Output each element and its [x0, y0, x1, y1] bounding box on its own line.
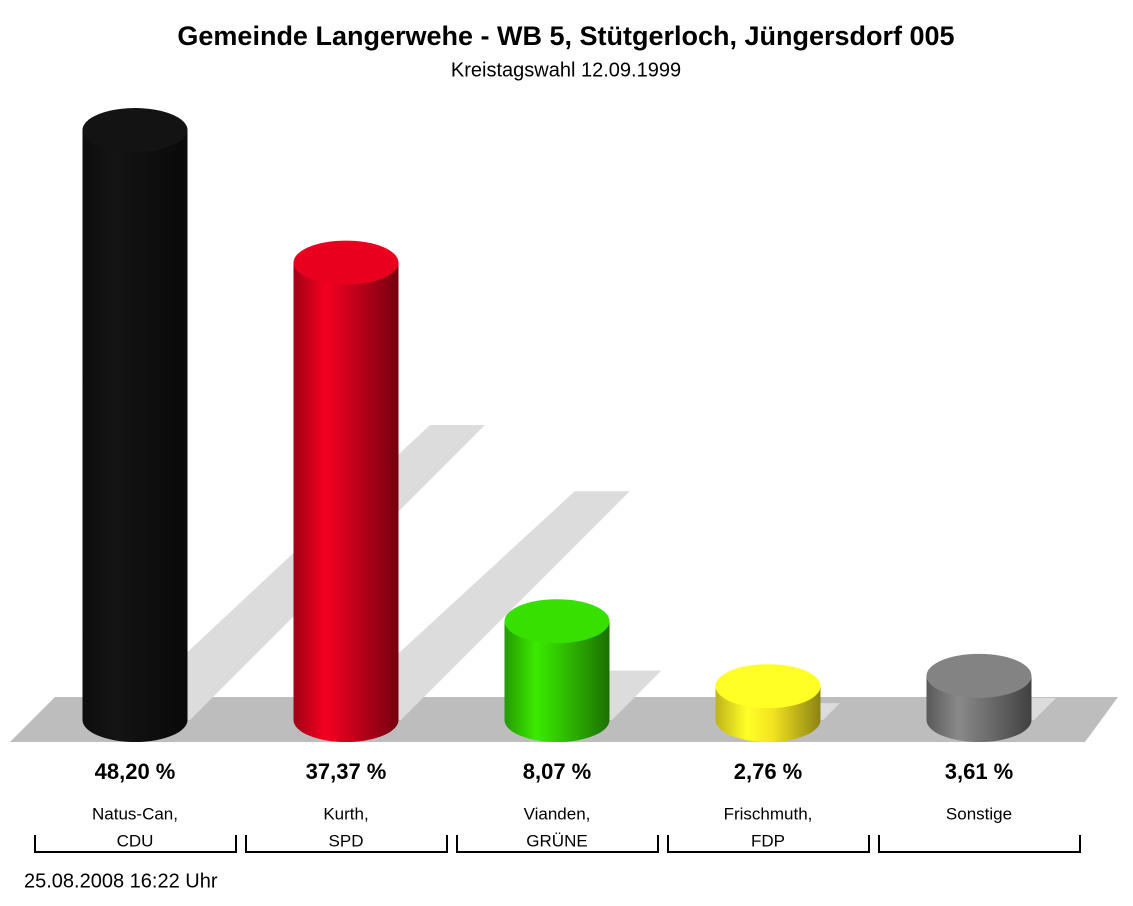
category-bracket — [34, 835, 237, 853]
bar-top — [82, 108, 188, 153]
category-label: Vianden, — [524, 804, 591, 823]
footer: 25.08.2008 16:22 Uhr — [24, 870, 218, 892]
category-label: Natus-Can, — [92, 804, 178, 823]
category-bracket — [245, 835, 448, 853]
category-bracket — [456, 835, 659, 853]
category-label: GRÜNE — [526, 831, 587, 850]
category-label: SPD — [329, 831, 364, 850]
category-label: Frischmuth, — [724, 804, 813, 823]
value-label: 2,76 % — [734, 759, 803, 784]
category-label: FDP — [751, 831, 785, 850]
value-label: 48,20 % — [95, 759, 176, 784]
bar — [82, 130, 188, 743]
bars — [82, 108, 1032, 743]
bar-shadow — [326, 491, 630, 720]
category-bracket — [667, 835, 870, 853]
category-label: Kurth, — [323, 804, 368, 823]
category-bracket — [878, 835, 1081, 853]
value-label: 8,07 % — [523, 759, 592, 784]
value-label: 37,37 % — [306, 759, 387, 784]
bar-top — [926, 653, 1032, 698]
category-label: Sonstige — [946, 804, 1012, 823]
value-label: 3,61 % — [945, 759, 1014, 784]
bar-top — [293, 240, 399, 285]
category-label: CDU — [117, 831, 154, 850]
bar — [293, 262, 399, 742]
chart-subtitle: Kreistagswahl 12.09.1999 — [451, 59, 681, 81]
bar-top — [715, 664, 821, 709]
chart-title: Gemeinde Langerwehe - WB 5, Stütgerloch,… — [177, 21, 954, 51]
bar — [504, 621, 610, 742]
bar-top — [504, 599, 610, 644]
